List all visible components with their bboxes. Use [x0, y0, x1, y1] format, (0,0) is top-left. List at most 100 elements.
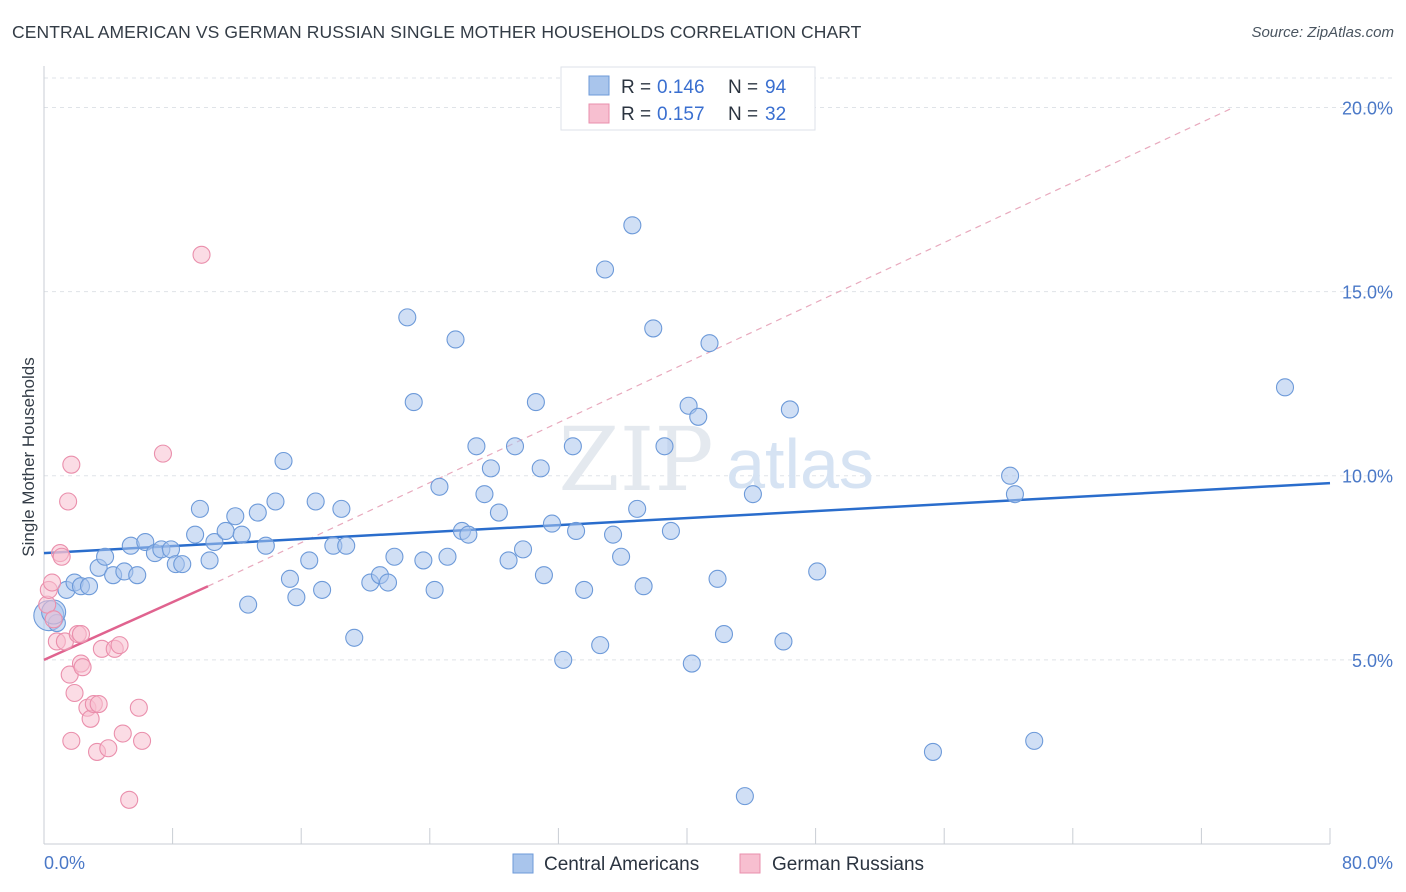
legend-r-label-1: R = — [621, 77, 651, 98]
data-point-central-americans — [81, 578, 98, 595]
data-point-central-americans — [1026, 732, 1043, 749]
data-point-german-russians — [45, 611, 62, 628]
data-point-central-americans — [568, 522, 585, 539]
legend-r-value-1: 0.146 — [657, 77, 705, 98]
series-legend-swatch-central — [513, 854, 533, 873]
data-point-central-americans — [500, 552, 517, 569]
data-point-central-americans — [191, 500, 208, 517]
data-point-german-russians — [193, 246, 210, 263]
data-point-central-americans — [736, 788, 753, 805]
data-point-central-americans — [174, 556, 191, 573]
data-point-german-russians — [111, 637, 128, 654]
data-point-central-americans — [701, 335, 718, 352]
data-point-central-americans — [532, 460, 549, 477]
y-tick-label-5: 5.0% — [1352, 651, 1393, 671]
data-point-central-americans — [490, 504, 507, 521]
data-points — [34, 217, 1294, 809]
data-point-central-americans — [97, 548, 114, 565]
data-point-central-americans — [576, 581, 593, 598]
legend: R = 0.146 N = 94 R = 0.157 N = 32 — [561, 67, 815, 130]
y-tick-label-15: 15.0% — [1342, 283, 1393, 303]
data-point-german-russians — [130, 699, 147, 716]
series-legend-swatch-german — [740, 854, 760, 873]
data-point-central-americans — [645, 320, 662, 337]
data-point-central-americans — [924, 743, 941, 760]
legend-n-value-2: 32 — [765, 104, 786, 125]
data-point-central-americans — [288, 589, 305, 606]
data-point-central-americans — [275, 453, 292, 470]
scatter-chart: ZIP atlas 5.0%10.0%15.0%20.0% 0.0% 80.0%… — [0, 0, 1406, 892]
data-point-central-americans — [333, 500, 350, 517]
data-point-central-americans — [307, 493, 324, 510]
data-point-central-americans — [201, 552, 218, 569]
data-point-central-americans — [233, 526, 250, 543]
y-axis-label: Single Mother Households — [19, 357, 38, 556]
data-point-central-americans — [314, 581, 331, 598]
series-legend-label-german: German Russians — [772, 854, 924, 875]
data-point-central-americans — [709, 570, 726, 587]
data-point-central-americans — [187, 526, 204, 543]
data-point-central-americans — [775, 633, 792, 650]
legend-n-label-1: N = — [728, 77, 758, 98]
data-point-central-americans — [506, 438, 523, 455]
legend-swatch-central — [589, 76, 609, 95]
data-point-central-americans — [267, 493, 284, 510]
data-point-central-americans — [439, 548, 456, 565]
data-point-german-russians — [90, 696, 107, 713]
y-tick-label-20: 20.0% — [1342, 98, 1393, 118]
data-point-central-americans — [399, 309, 416, 326]
y-tick-label-10: 10.0% — [1342, 467, 1393, 487]
data-point-central-americans — [543, 515, 560, 532]
data-point-central-americans — [613, 548, 630, 565]
data-point-central-americans — [217, 522, 234, 539]
data-point-german-russians — [114, 725, 131, 742]
data-point-central-americans — [781, 401, 798, 418]
data-point-central-americans — [281, 570, 298, 587]
data-point-central-americans — [249, 504, 266, 521]
legend-r-label-2: R = — [621, 104, 651, 125]
data-point-german-russians — [63, 456, 80, 473]
watermark-zip: ZIP — [558, 408, 713, 511]
data-point-central-americans — [1002, 467, 1019, 484]
data-point-central-americans — [346, 629, 363, 646]
data-point-central-americans — [624, 217, 641, 234]
data-point-central-americans — [564, 438, 581, 455]
data-point-central-americans — [380, 574, 397, 591]
series-legend: Central Americans German Russians — [513, 854, 924, 875]
data-point-central-americans — [415, 552, 432, 569]
legend-n-value-1: 94 — [765, 77, 787, 98]
data-point-german-russians — [60, 493, 77, 510]
data-point-central-americans — [629, 500, 646, 517]
data-point-german-russians — [66, 685, 83, 702]
data-point-central-americans — [592, 637, 609, 654]
data-point-german-russians — [72, 626, 89, 643]
data-point-central-americans — [482, 460, 499, 477]
data-point-central-americans — [662, 522, 679, 539]
data-point-german-russians — [74, 659, 91, 676]
data-point-central-americans — [1276, 379, 1293, 396]
data-point-central-americans — [129, 567, 146, 584]
data-point-central-americans — [809, 563, 826, 580]
data-point-german-russians — [53, 548, 70, 565]
data-point-central-americans — [656, 438, 673, 455]
data-point-central-americans — [597, 261, 614, 278]
data-point-central-americans — [257, 537, 274, 554]
data-point-central-americans — [240, 596, 257, 613]
x-tick-label-max: 80.0% — [1342, 853, 1393, 873]
data-point-german-russians — [100, 740, 117, 757]
data-point-central-americans — [386, 548, 403, 565]
legend-r-value-2: 0.157 — [657, 104, 705, 125]
data-point-central-americans — [527, 394, 544, 411]
data-point-central-americans — [426, 581, 443, 598]
data-point-german-russians — [44, 574, 61, 591]
data-point-central-americans — [468, 438, 485, 455]
data-point-central-americans — [338, 537, 355, 554]
data-point-german-russians — [154, 445, 171, 462]
legend-n-label-2: N = — [728, 104, 758, 125]
data-point-german-russians — [134, 732, 151, 749]
data-point-central-americans — [447, 331, 464, 348]
data-point-central-americans — [460, 526, 477, 543]
x-tick-label-min: 0.0% — [44, 853, 85, 873]
trend-lines — [44, 107, 1330, 659]
data-point-central-americans — [515, 541, 532, 558]
